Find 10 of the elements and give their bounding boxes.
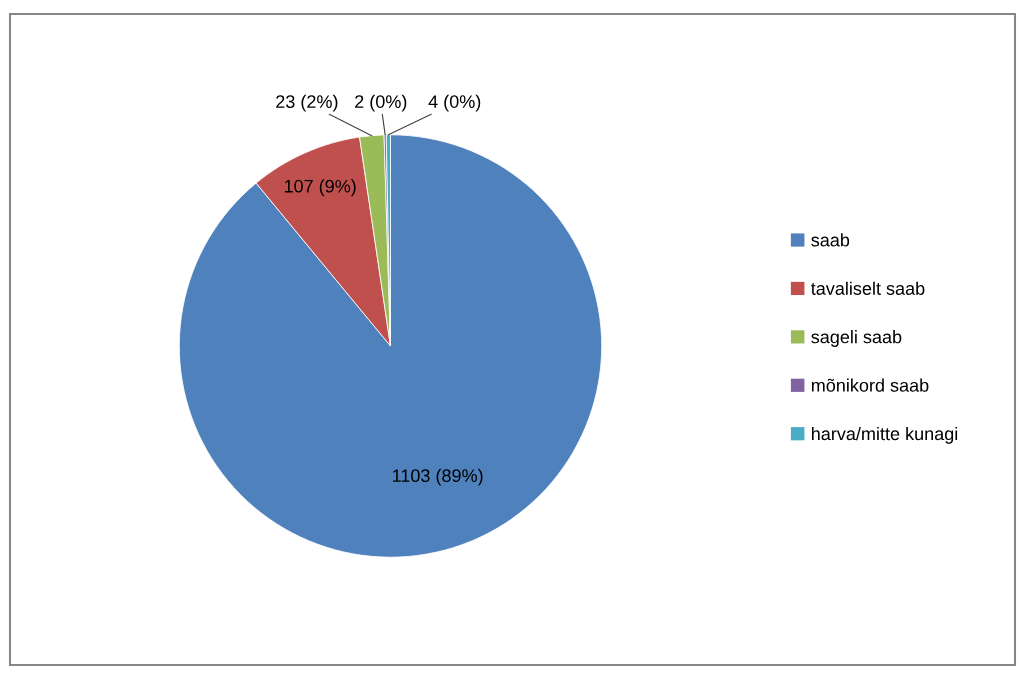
data-label: 107 (9%): [284, 179, 356, 197]
data-label: 1103 (89%): [392, 468, 483, 486]
data-label: 4 (0%): [428, 94, 481, 112]
legend-label: mõnikord saab: [811, 378, 929, 392]
legend-label: sageli saab: [811, 330, 902, 347]
legend-label: saab: [811, 233, 850, 247]
legend-label: tavaliselt saab: [811, 281, 925, 295]
legend-label: harva/mitte kunagi: [811, 426, 958, 444]
data-label: 2 (0%): [355, 94, 407, 112]
data-label: 23 (2%): [276, 94, 338, 112]
